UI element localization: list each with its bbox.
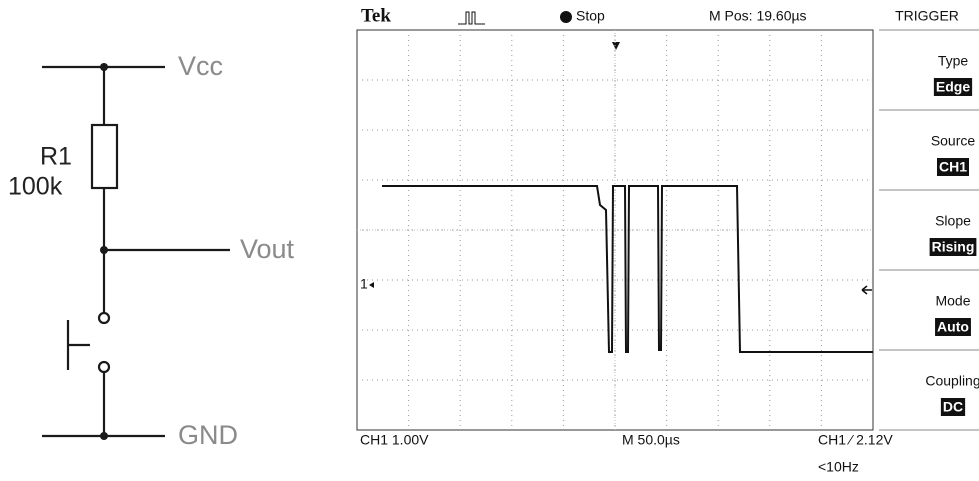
trigger-level-text: CH1 ⁄ 2.12V [818, 432, 893, 448]
menu-value: Auto [937, 319, 969, 335]
channel-scale: CH1 1.00V [360, 432, 429, 448]
trigger-level [862, 286, 872, 294]
grid [357, 30, 873, 430]
label: Vout [240, 234, 295, 264]
menu-label: Mode [935, 293, 970, 309]
label: R1 [40, 143, 72, 171]
position: M Pos: 19.60µs [709, 8, 807, 24]
junction [100, 432, 108, 440]
stop-dot [560, 11, 572, 23]
menu-label: Source [931, 133, 976, 149]
page: Vcc R1 100k Vout GND Tek Stop M Pos: 19.… [0, 0, 979, 481]
trigger-pos [612, 42, 620, 50]
menu-title: TRIGGER [895, 8, 959, 24]
switch-contact [99, 313, 109, 323]
menu-value: Rising [932, 239, 975, 255]
menu-value: CH1 [939, 159, 967, 175]
menu-value: DC [943, 399, 963, 415]
menu-label: Type [938, 53, 969, 69]
junction [100, 246, 108, 254]
label: 100k [8, 173, 63, 201]
oscilloscope: Tek Stop M Pos: 19.60µs 1 CH1 1.00V M 50… [357, 5, 979, 474]
waveform [382, 186, 873, 352]
acq-icon [458, 12, 485, 24]
menu: Type Edge Source CH1 Slope Rising Mode Auto Coup… [879, 30, 979, 430]
brand: Tek [361, 5, 391, 26]
frequency: <10Hz [818, 459, 859, 475]
switch-contact [99, 362, 109, 372]
menu-label: Coupling [925, 373, 979, 389]
status: Stop [576, 8, 605, 24]
label: Vcc [178, 51, 223, 81]
time-scale: M 50.0µs [622, 432, 680, 448]
marker-arrow [369, 282, 374, 288]
label: GND [178, 420, 238, 450]
menu-label: Slope [935, 213, 971, 229]
schematic: Vcc R1 100k Vout GND [8, 51, 295, 450]
menu-value: Edge [936, 79, 970, 95]
resistor [92, 125, 117, 188]
channel-marker: 1 [360, 276, 368, 292]
